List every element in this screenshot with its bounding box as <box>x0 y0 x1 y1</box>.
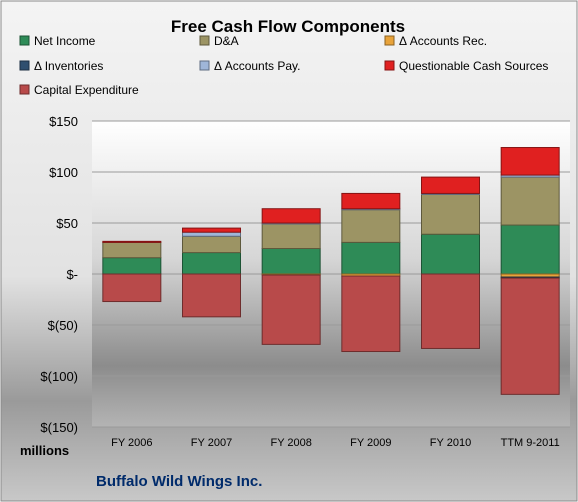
chart-title: Free Cash Flow Components <box>171 17 405 36</box>
legend-label: Δ Accounts Rec. <box>399 34 487 48</box>
legend-label: Net Income <box>34 34 96 48</box>
axis-labels: $150 $100 $50 $- $(50) $(100) $(150) FY 2006 FY … <box>40 114 559 449</box>
legend-swatch <box>384 60 395 71</box>
bar-segment <box>341 209 401 243</box>
legend-label: D&A <box>214 34 239 48</box>
legend-label: Capital Expenditure <box>34 83 139 97</box>
y-tick-label: $(100) <box>40 369 78 384</box>
legend-label: Δ Accounts Pay. <box>214 59 301 73</box>
bar-segment <box>182 252 241 275</box>
bar-segment <box>500 277 560 395</box>
y-tick-label: $- <box>66 267 78 282</box>
legend-swatch <box>19 60 30 71</box>
bar-segment <box>261 223 321 250</box>
x-tick-label: FY 2007 <box>191 437 232 449</box>
bar-segment <box>421 273 480 349</box>
legend-swatch <box>384 35 395 46</box>
bar-segment <box>341 275 401 353</box>
y-tick-label: $100 <box>49 165 78 180</box>
legend: Net Income D&A Δ Accounts Rec. Δ Inventorie… <box>19 34 548 97</box>
bar-segment <box>261 274 321 345</box>
bar-segment <box>500 224 560 275</box>
y-tick-label: $150 <box>49 114 78 129</box>
bar-segment <box>261 248 321 275</box>
unit-label: millions <box>20 443 69 458</box>
bar-segment <box>421 233 480 275</box>
x-tick-label: FY 2008 <box>270 437 311 449</box>
legend-label: Δ Inventories <box>34 59 103 73</box>
bar-segment <box>261 208 321 224</box>
bar-segment <box>102 241 162 259</box>
legend-label: Questionable Cash Sources <box>399 59 548 73</box>
legend-swatch <box>199 35 210 46</box>
bar-segment <box>102 240 162 243</box>
company-name: Buffalo Wild Wings Inc. <box>96 473 262 490</box>
bar-segment <box>102 257 162 275</box>
x-tick-label: FY 2010 <box>430 437 471 449</box>
y-tick-label: $(50) <box>48 318 78 333</box>
bar-segment <box>421 193 480 235</box>
bar-segment <box>102 273 162 303</box>
y-tick-label: $50 <box>56 216 78 231</box>
legend-swatch <box>19 35 30 46</box>
bar-segment <box>182 231 241 237</box>
bars-group <box>102 147 560 395</box>
bar-segment <box>500 176 560 226</box>
bar-segment <box>421 176 480 194</box>
bar-segment <box>341 241 401 275</box>
bar-segment <box>182 273 241 318</box>
bar-segment <box>182 227 241 233</box>
legend-swatch <box>199 60 210 71</box>
x-tick-label: FY 2009 <box>350 437 391 449</box>
y-tick-label: $(150) <box>40 420 78 435</box>
legend-swatch <box>19 84 30 95</box>
bar-segment <box>341 192 401 210</box>
bar-segment <box>182 235 241 254</box>
grid-lines <box>92 120 570 428</box>
bar-segment <box>500 147 560 176</box>
x-tick-label: TTM 9-2011 <box>501 437 560 449</box>
x-tick-label: FY 2006 <box>111 437 152 449</box>
